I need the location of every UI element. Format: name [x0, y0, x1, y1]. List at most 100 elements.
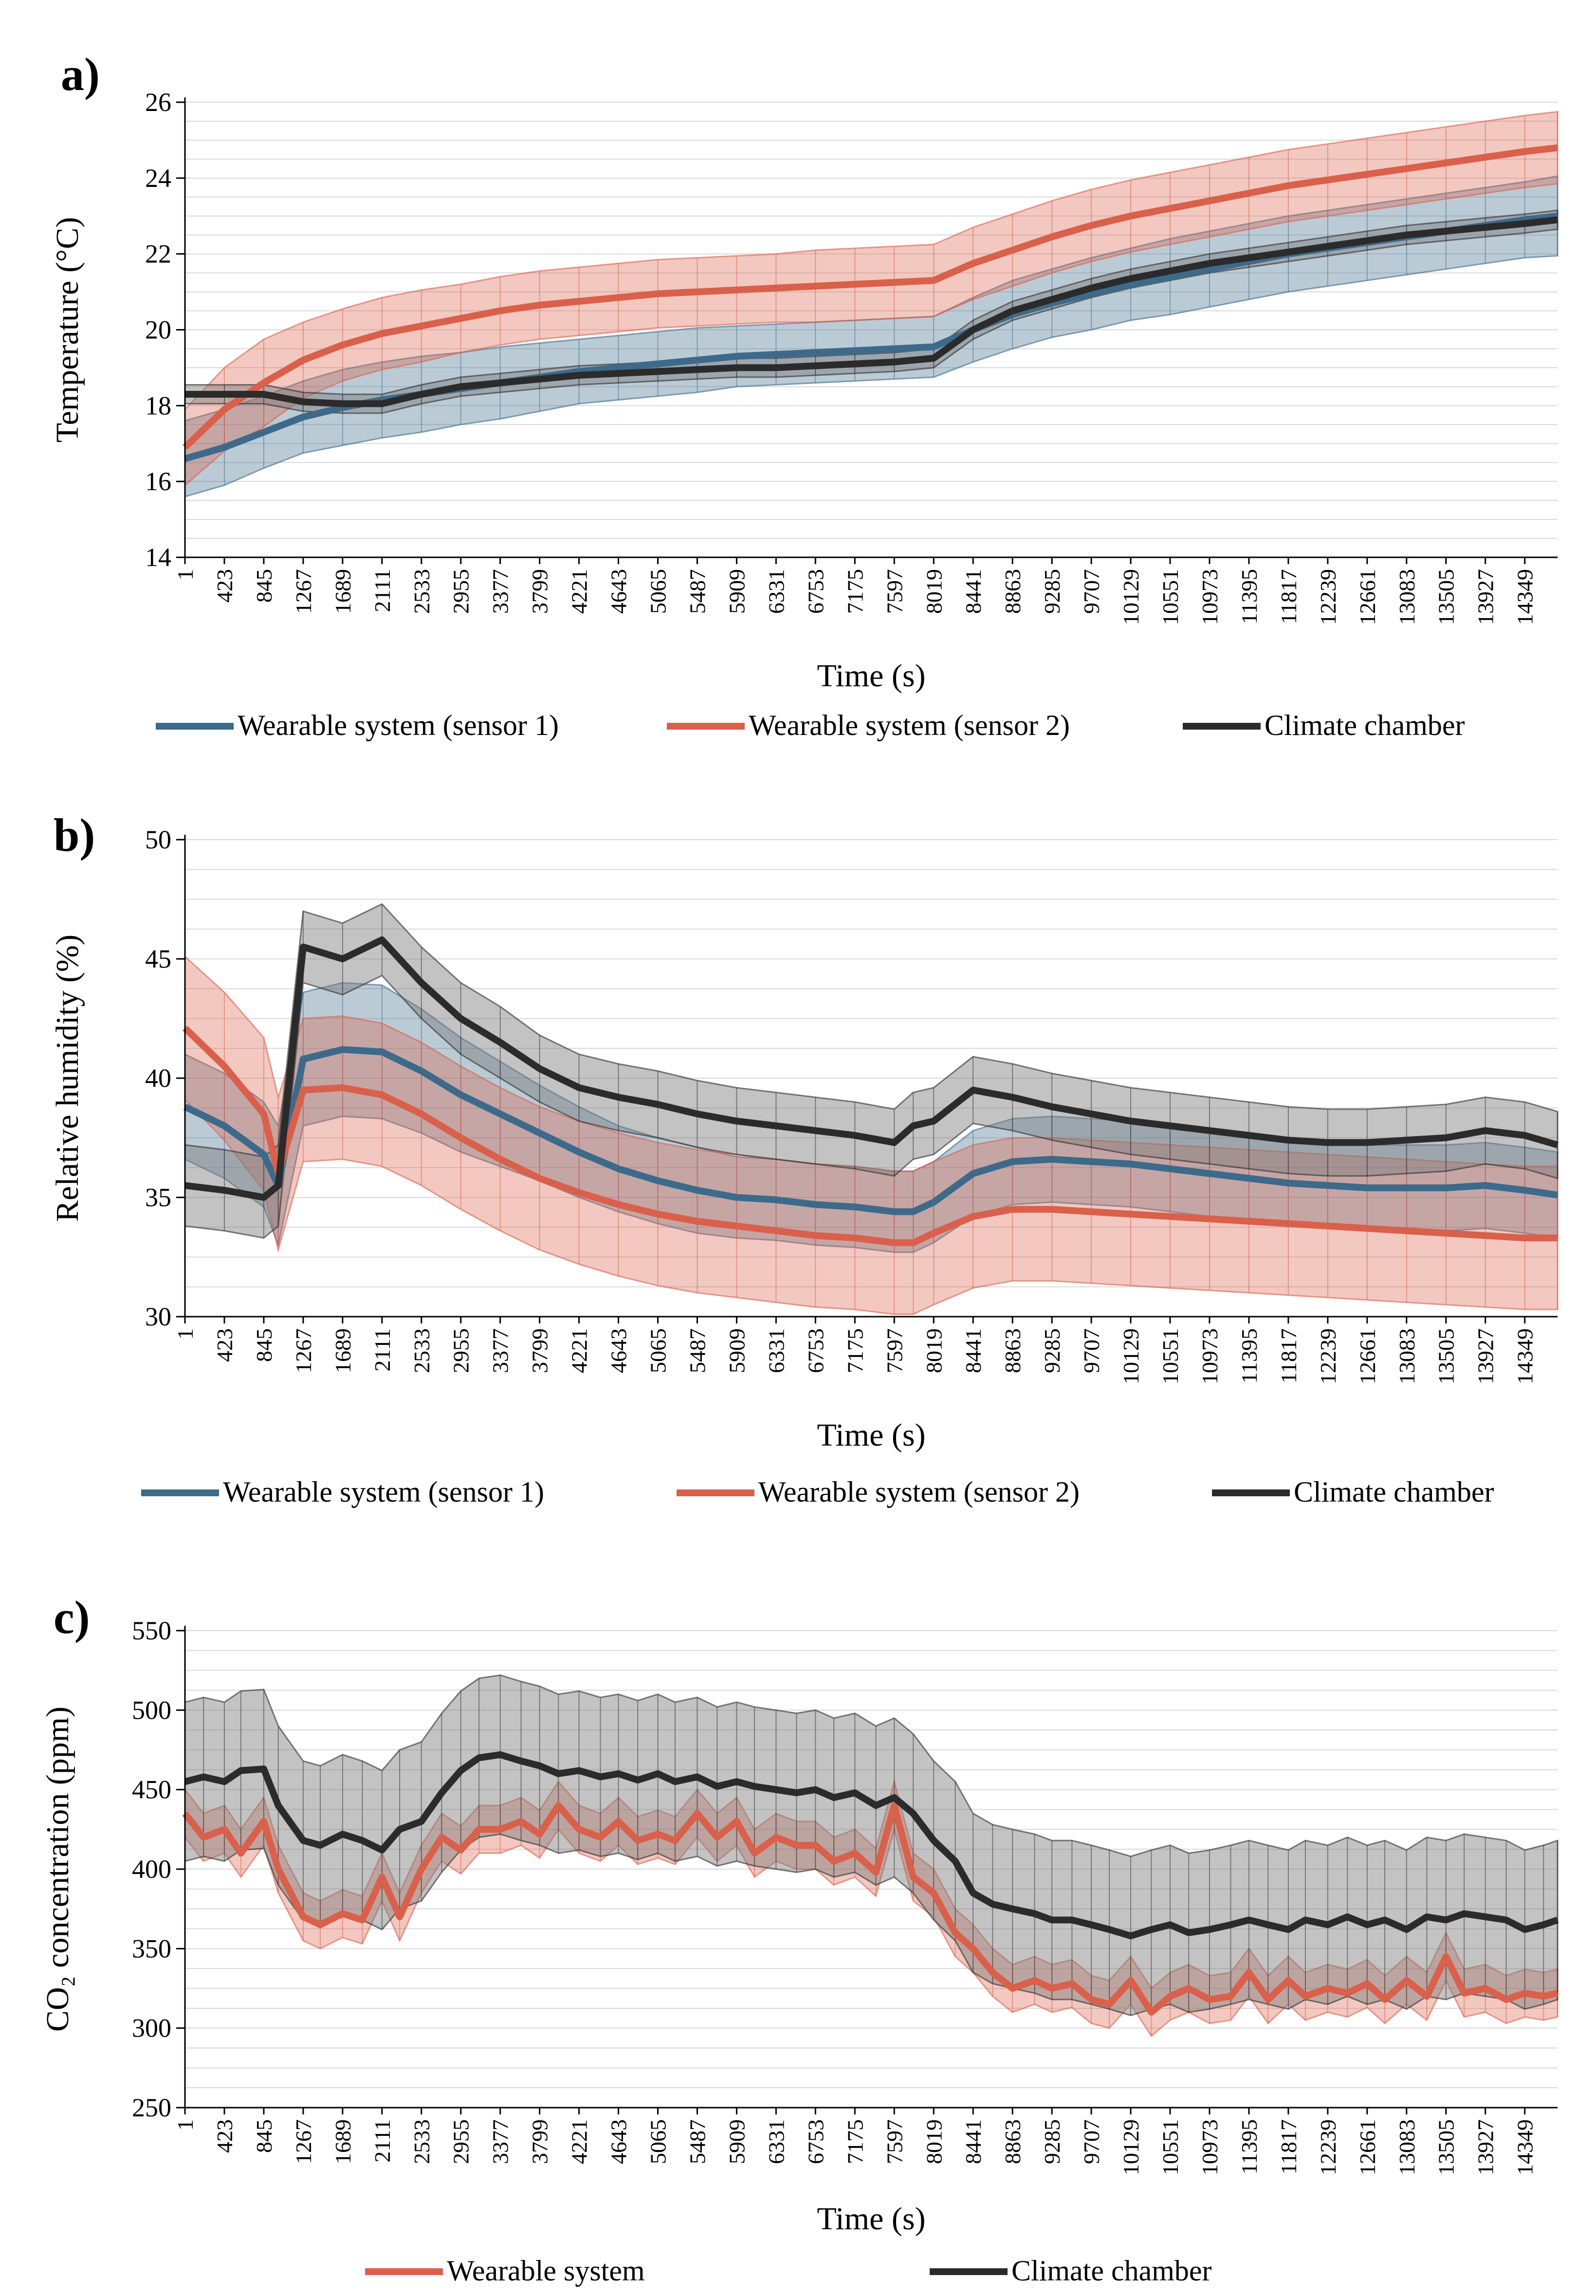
x-tick-label: 2533: [409, 1328, 434, 1373]
panel-label: c): [54, 1591, 90, 1643]
x-tick-label: 7175: [843, 569, 867, 614]
x-tick-label: 6753: [803, 569, 828, 614]
series-line-chamber: [185, 216, 1558, 407]
x-tick-label: 8863: [1000, 2119, 1025, 2164]
x-tick-label: 12661: [1355, 1328, 1380, 1384]
x-tick-label: 9707: [1079, 2119, 1104, 2164]
x-tick-label: 4221: [567, 2119, 592, 2164]
x-tick-label: 14349: [1513, 1328, 1538, 1384]
x-tick-label: 1267: [291, 569, 316, 614]
x-tick-label: 14349: [1513, 569, 1538, 625]
series-line-sensor2: [183, 144, 1558, 450]
x-tick-label: 11395: [1237, 1328, 1262, 1383]
legend-label: Climate chamber: [1011, 2255, 1212, 2287]
x-tick-label: 5065: [646, 569, 671, 614]
legend: Wearable system (sensor 1) Wearable syste…: [141, 1476, 1494, 1508]
x-tick-label: 2955: [449, 1328, 474, 1373]
legend-label: Wearable system (sensor 1): [238, 709, 559, 741]
x-tick-label: 3799: [528, 2119, 552, 2164]
x-tick-label: 13927: [1473, 1328, 1498, 1384]
x-tick-label: 8863: [1000, 569, 1025, 614]
chart-panel-a: 14 16 18 20 22 24 26 1 423 845 1267 1689 2111 2533 295…: [50, 48, 1559, 741]
x-tick-label: 11817: [1276, 569, 1301, 624]
x-tick-label: 845: [252, 569, 276, 603]
x-tick-label: 5487: [685, 2119, 710, 2164]
series-line-chamber: [184, 1751, 1559, 1940]
x-tick-label: 12661: [1355, 569, 1380, 625]
legend-label: Wearable system: [447, 2255, 645, 2287]
y-tick-label: 350: [132, 1934, 171, 1963]
x-tick-label: 6331: [764, 569, 789, 614]
x-tick-label: 4221: [567, 569, 592, 614]
x-tick-label: 7597: [882, 1328, 907, 1373]
x-tick-label: 1267: [291, 1328, 316, 1373]
x-tick-label: 13927: [1473, 2119, 1498, 2175]
y-tick-label: 50: [145, 825, 171, 854]
x-tick-label: 2111: [370, 1328, 395, 1372]
x-tick-label: 12239: [1316, 2119, 1340, 2175]
x-tick-label: 9707: [1079, 1328, 1104, 1373]
x-tick-label: 8441: [961, 1328, 986, 1373]
x-tick-label: 9285: [1040, 569, 1064, 614]
x-tick-label: 423: [212, 569, 237, 603]
y-tick-label: 22: [145, 239, 171, 269]
x-tick-label: 1689: [330, 1328, 355, 1373]
x-tick-label: 7597: [882, 2119, 907, 2164]
x-tick-label: 5487: [685, 1328, 710, 1373]
x-tick-label: 1267: [291, 2119, 316, 2164]
series-line-chamber: [184, 936, 1559, 1201]
x-tick-label: 9707: [1079, 569, 1104, 614]
y-tick-label: 550: [132, 1616, 171, 1645]
chart-panel-b: 30 35 40 45 50 1 423 845 1267 1689 2111 2533 2955 337…: [50, 809, 1559, 1508]
y-axis-title: CO₂ concentration (ppm): [40, 1707, 75, 2032]
x-tick-label: 13083: [1394, 2119, 1419, 2175]
y-tick-label: 450: [132, 1775, 171, 1804]
series-line-sensor2: [183, 1026, 1558, 1247]
x-tick-label: 10129: [1119, 2119, 1143, 2175]
x-tick-label: 11817: [1276, 2119, 1301, 2174]
x-tick-label: 4643: [606, 2119, 631, 2164]
x-axis-title: Time (s): [817, 658, 925, 694]
legend-label: Wearable system (sensor 2): [758, 1476, 1080, 1508]
x-tick-label: 1689: [330, 569, 355, 614]
y-tick-label: 35: [145, 1183, 171, 1212]
y-tick-label: 400: [132, 1855, 171, 1884]
x-tick-label: 3377: [488, 1328, 513, 1373]
x-tick-label: 10129: [1119, 569, 1143, 625]
x-tick-label: 13505: [1434, 569, 1459, 625]
x-tick-label: 8441: [961, 569, 986, 614]
x-tick-label: 6331: [764, 1328, 789, 1373]
x-tick-label: 3377: [488, 2119, 513, 2164]
y-tick-label: 14: [145, 543, 171, 572]
x-tick-label: 423: [212, 2119, 237, 2153]
series-line-wearable: [182, 1802, 1559, 2016]
x-tick-label: 12661: [1355, 2119, 1380, 2175]
x-tick-label: 10551: [1158, 569, 1183, 625]
y-axis-title: Relative humidity (%): [50, 935, 85, 1222]
x-tick-label: 2533: [409, 569, 434, 614]
y-tick-label: 500: [132, 1695, 171, 1725]
y-tick-label: 45: [145, 944, 171, 974]
x-tick-label: 3799: [528, 569, 552, 614]
x-tick-label: 3799: [528, 1328, 552, 1373]
y-axis-title: Temperature (°C): [50, 217, 85, 442]
x-tick-label: 1: [173, 2119, 198, 2131]
x-tick-label: 2955: [449, 569, 474, 614]
x-tick-label: 9285: [1040, 2119, 1064, 2164]
x-tick-label: 845: [252, 1328, 276, 1362]
panel-label: b): [54, 809, 95, 861]
x-tick-label: 5487: [685, 569, 710, 614]
x-tick-label: 8019: [921, 1328, 946, 1373]
x-tick-label: 845: [252, 2119, 276, 2153]
legend: Wearable system (sensor 1) Wearable syste…: [156, 709, 1465, 741]
x-tick-label: 1689: [330, 2119, 355, 2164]
y-tick-label: 24: [145, 164, 171, 193]
x-tick-label: 8863: [1000, 1328, 1025, 1373]
x-tick-label: 5909: [724, 1328, 749, 1373]
x-tick-label: 10973: [1197, 2119, 1222, 2175]
legend-label: Wearable system (sensor 2): [749, 709, 1070, 741]
x-tick-label: 2111: [370, 569, 395, 612]
x-tick-label: 10973: [1197, 1328, 1222, 1384]
x-tick-label: 7597: [882, 569, 907, 614]
x-tick-label: 2111: [370, 2119, 395, 2163]
